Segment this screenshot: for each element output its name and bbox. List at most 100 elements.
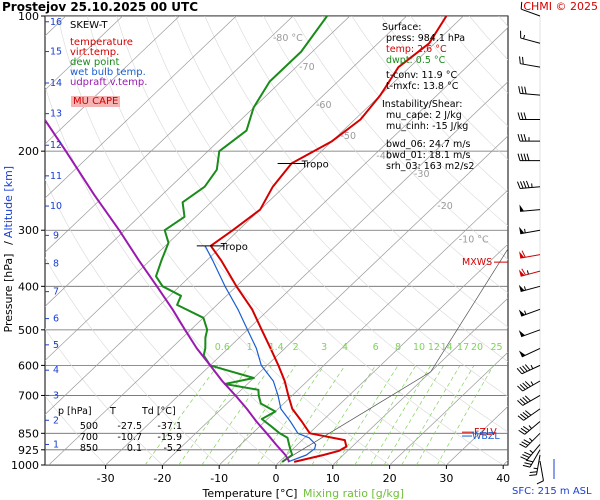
wind-barb-flag <box>519 204 525 212</box>
tconv-value: t-conv: 11.9 °C <box>386 70 458 81</box>
wind-barb-half <box>530 381 534 386</box>
mixing-ratio-label: 8 <box>395 342 401 353</box>
wind-barb-half <box>528 425 532 429</box>
dry-adiabat <box>86 16 447 465</box>
wind-barb-staff <box>520 285 541 292</box>
wind-barb-feather <box>520 427 528 433</box>
table-cell: -37.1 <box>157 421 182 432</box>
y-axis-altitude-title: Altitude [km] <box>2 166 15 238</box>
wind-barb-half <box>529 437 533 442</box>
table-row: 700 -10.7 -15.9 <box>58 432 182 443</box>
wind-barb <box>520 30 541 44</box>
wind-barb-feather <box>517 181 521 189</box>
x-tick-label: -30 <box>97 472 115 485</box>
isotherm <box>45 16 407 361</box>
wind-barb <box>518 308 541 317</box>
x-tick-label: 20 <box>383 472 397 485</box>
wind-barb-feather <box>522 56 524 65</box>
wind-barb-feather <box>521 86 524 94</box>
wind-barb <box>519 204 541 212</box>
wind-barb-feather <box>524 462 532 466</box>
altitude-tick-label: 2 <box>53 415 59 426</box>
wind-barb-staff <box>520 63 541 68</box>
wind-barb-staff <box>521 8 541 17</box>
table-cell: -5.2 <box>163 443 182 454</box>
dry-adiabat <box>528 16 600 465</box>
wind-barb <box>517 380 541 392</box>
isotherm <box>45 16 464 416</box>
wind-barb-staff <box>520 270 541 277</box>
wind-barb-feather <box>519 384 526 390</box>
wind-barb <box>529 454 541 476</box>
wind-barb-flag <box>518 269 525 277</box>
wind-barb-feather <box>525 410 532 416</box>
wind-barb-feather <box>517 415 524 421</box>
pressure-tick-label: 200 <box>18 145 39 158</box>
mixing-ratio-label: 20 <box>471 342 483 353</box>
wind-barb-staff <box>521 329 541 338</box>
wind-barb-feather <box>522 425 530 431</box>
wind-barb-staff <box>536 454 541 475</box>
table-row: 500 -27.5 -37.1 <box>58 421 182 432</box>
wind-barb <box>516 364 541 375</box>
mixing-ratio-line <box>178 365 250 465</box>
wind-barb <box>517 395 541 406</box>
table-header-p: p [hPa] <box>58 406 92 417</box>
altitude-tick-label: 1 <box>53 439 59 450</box>
table-header: p [hPa] T Td [°C] <box>58 406 182 417</box>
wind-barb <box>518 421 541 435</box>
wind-barb-staff <box>520 229 541 235</box>
legend-item-dew-point: dew point <box>70 57 120 68</box>
surface-dwpt: dwpt: 0.5 °C <box>386 55 446 66</box>
wind-barb-feather <box>518 429 525 435</box>
mixing-ratio-label: 1 <box>247 342 253 353</box>
x-tick-label: 0 <box>273 472 280 485</box>
dry-adiabat <box>45 85 333 465</box>
table-cell: 0.1 <box>126 443 142 454</box>
y-axis-separator: / <box>2 241 15 245</box>
dry-adiabat <box>175 16 508 397</box>
altitude-tick-label: 16 <box>50 17 62 28</box>
pressure-tick-label: 400 <box>18 280 39 293</box>
wind-barb-feather <box>536 480 544 485</box>
wind-barb-feather <box>523 439 531 444</box>
mixing-ratio-line <box>144 365 219 465</box>
table-cell: 850 <box>79 443 98 454</box>
mixing-ratio-label: 10 <box>413 342 425 353</box>
wind-barb-feather <box>521 441 529 446</box>
wind-barb-half <box>526 270 529 275</box>
series-dew-point <box>155 16 328 463</box>
altitude-tick-label: 9 <box>53 230 59 241</box>
mxws-label: MXWS <box>462 257 492 268</box>
mu-cinh-value: mu_cinh: -15 J/kg <box>386 121 469 132</box>
wind-barb <box>518 268 541 277</box>
wind-barb-staff <box>521 364 541 375</box>
mixing-ratio-line <box>354 365 417 465</box>
x-axis-mixing-title: Mixing ratio [g/kg] <box>303 487 404 500</box>
credit-label: CHMI © 2025 <box>523 0 598 13</box>
series-wet-bulb-temp <box>204 245 317 463</box>
x-tick-label: 40 <box>496 472 510 485</box>
isotherm-label: -20 <box>437 201 453 212</box>
wind-barb-feather <box>522 397 529 403</box>
tropopause-label: Tropo <box>301 159 329 170</box>
wind-barb-feather <box>522 411 529 418</box>
altitude-tick-label: 3 <box>53 390 59 401</box>
isotherm-label: -30 <box>414 169 430 180</box>
pressure-tick-label: 600 <box>18 359 39 372</box>
wind-barb <box>519 226 541 235</box>
isotherm <box>218 189 508 465</box>
isotherm <box>48 27 508 465</box>
mixing-ratio-label: 3 <box>321 342 327 353</box>
wind-barb <box>536 460 544 485</box>
mixing-ratio-line <box>311 365 376 465</box>
wind-barb <box>518 86 541 96</box>
wind-barb-half <box>529 449 534 454</box>
mixing-ratio-line <box>335 365 399 465</box>
tmxfc-value: t-mxfc: 13.8 °C <box>386 81 459 92</box>
wind-barb-feather <box>522 180 527 189</box>
dry-adiabat <box>263 16 508 294</box>
table-cell: -27.5 <box>117 421 142 432</box>
dry-adiabat <box>498 16 508 27</box>
